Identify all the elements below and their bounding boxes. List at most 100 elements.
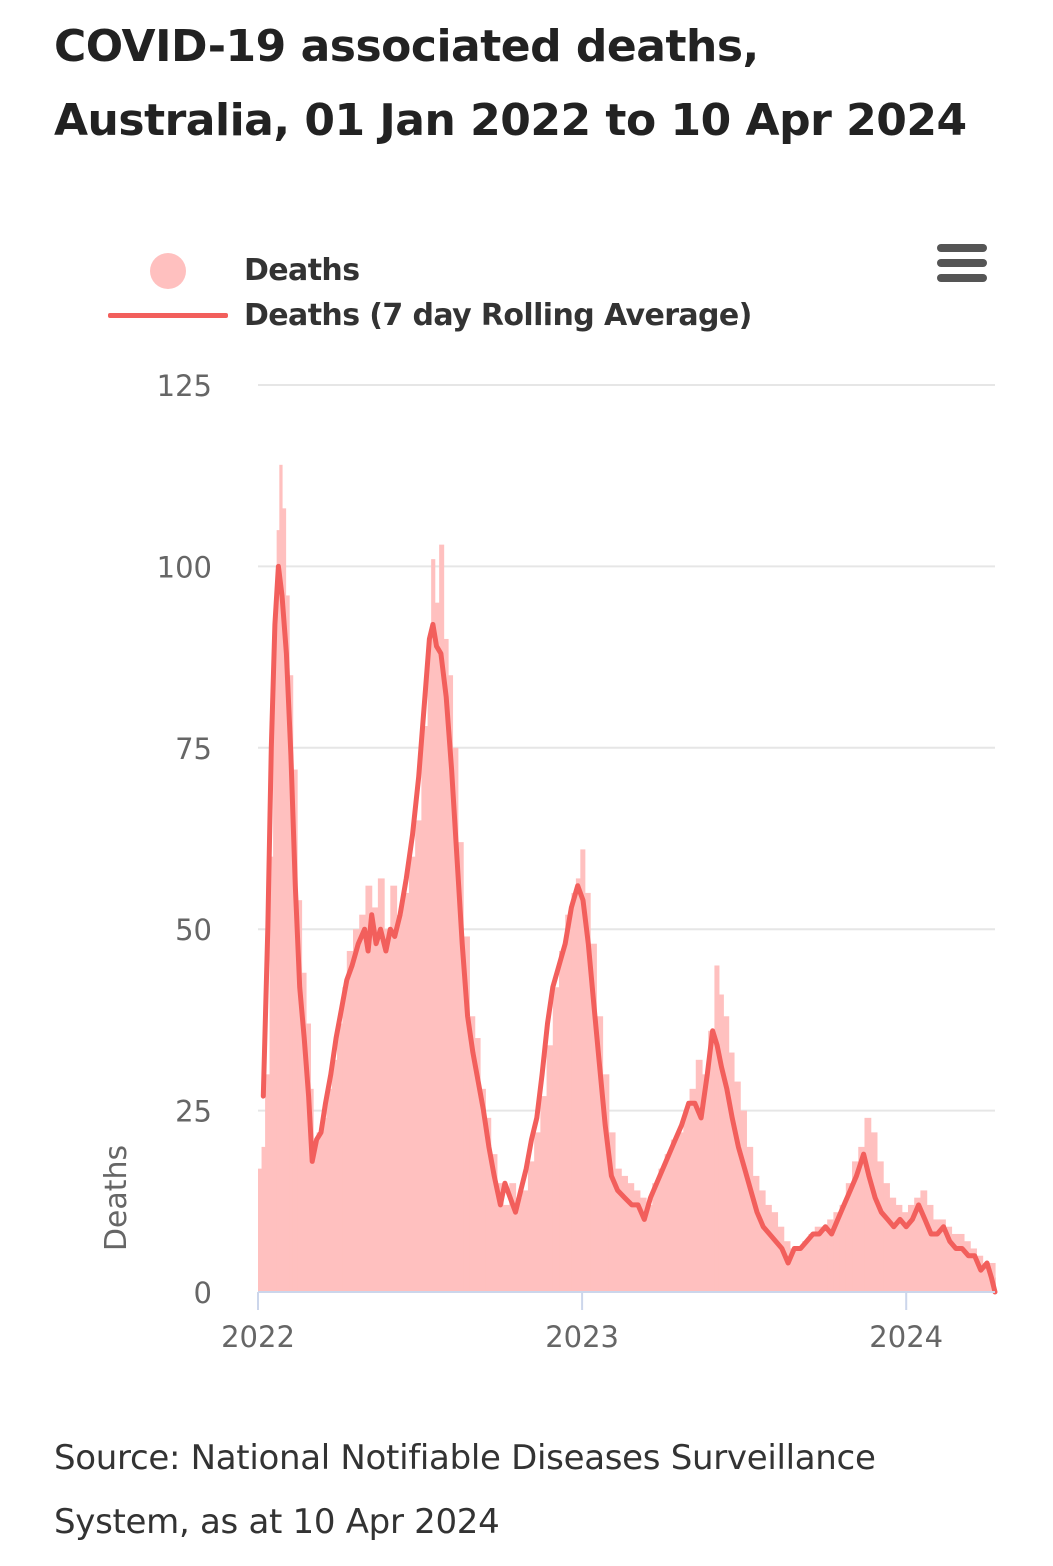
deaths-bar xyxy=(496,1183,504,1292)
deaths-bar xyxy=(571,892,577,1292)
deaths-bar xyxy=(490,1154,498,1292)
deaths-bar xyxy=(289,675,294,1292)
deaths-bar xyxy=(714,965,720,1292)
deaths-bar xyxy=(827,1219,834,1292)
deaths-bar xyxy=(515,1197,523,1292)
deaths-bar xyxy=(740,1110,747,1292)
deaths-bar xyxy=(402,892,410,1292)
deaths-bar xyxy=(901,1212,909,1292)
legend-item-deaths[interactable]: Deaths xyxy=(100,250,360,290)
deaths-bar xyxy=(883,1183,890,1292)
deaths-bar xyxy=(297,900,303,1292)
deaths-bar xyxy=(337,1023,343,1292)
y-tick-label-75: 75 xyxy=(175,732,212,766)
deaths-bar xyxy=(269,856,274,1292)
deaths-bar xyxy=(285,595,290,1292)
deaths-bar xyxy=(833,1212,841,1292)
deaths-bar xyxy=(353,929,360,1292)
deaths-bar xyxy=(371,907,379,1292)
legend-label-rolling-average: Deaths (7 day Rolling Average) xyxy=(244,297,752,333)
deaths-bar xyxy=(951,1233,959,1292)
deaths-bar xyxy=(895,1204,903,1292)
deaths-bar xyxy=(646,1204,653,1292)
deaths-bar xyxy=(321,1117,327,1292)
source-line-1: Source: National Notifiable Diseases Sur… xyxy=(54,1438,876,1478)
y-tick-label-100: 100 xyxy=(157,550,212,584)
x-tick-label-2023: 2023 xyxy=(545,1320,619,1354)
deaths-bar xyxy=(521,1190,529,1292)
deaths-bar xyxy=(758,1190,766,1292)
deaths-bar xyxy=(845,1183,853,1292)
menu-bar-middle xyxy=(937,259,987,267)
deaths-bar xyxy=(963,1241,971,1292)
deaths-bar xyxy=(457,842,464,1292)
deaths-bar xyxy=(864,1117,872,1292)
deaths-bar xyxy=(273,638,278,1292)
deaths-bar xyxy=(677,1132,684,1292)
deaths-bar xyxy=(876,1161,884,1292)
deaths-bar xyxy=(608,1132,616,1292)
deaths-bar xyxy=(463,936,470,1292)
deaths-bar xyxy=(658,1168,666,1292)
deaths-bar xyxy=(723,1016,730,1292)
deaths-bar xyxy=(621,1175,628,1292)
deaths-bar xyxy=(746,1146,754,1292)
deaths-bar xyxy=(627,1183,635,1292)
deaths-bar xyxy=(771,1212,779,1292)
deaths-bar xyxy=(814,1226,822,1292)
deaths-bar xyxy=(384,929,391,1292)
deaths-bar xyxy=(485,1117,492,1292)
deaths-bar xyxy=(575,878,581,1292)
legend-circle-icon xyxy=(150,253,186,289)
deaths-bar xyxy=(439,544,445,1292)
deaths-bar xyxy=(301,972,307,1292)
deaths-bar xyxy=(976,1255,984,1292)
deaths-bar xyxy=(889,1197,897,1292)
x-tick-label-2022: 2022 xyxy=(221,1320,295,1354)
deaths-bar xyxy=(590,943,597,1292)
deaths-bar xyxy=(580,849,586,1292)
deaths-bar xyxy=(448,675,454,1292)
deaths-bar xyxy=(982,1262,990,1292)
deaths-bar xyxy=(342,987,348,1292)
deaths-bar xyxy=(695,1059,703,1292)
deaths-bar xyxy=(596,1016,604,1292)
deaths-bar xyxy=(305,1023,311,1292)
deaths-bar xyxy=(708,1030,716,1292)
menu-bar-top xyxy=(937,244,987,252)
deaths-bar xyxy=(474,1038,481,1292)
deaths-bar xyxy=(633,1190,641,1292)
deaths-bar xyxy=(365,885,373,1292)
hamburger-menu-icon[interactable] xyxy=(934,242,990,286)
deaths-bar xyxy=(752,1175,760,1292)
deaths-bar xyxy=(926,1204,934,1292)
deaths-bar xyxy=(434,602,440,1292)
deaths-bar xyxy=(509,1183,517,1292)
deaths-bar xyxy=(310,1088,314,1292)
deaths-bar xyxy=(552,987,560,1292)
y-axis-title: Deaths xyxy=(99,1145,134,1251)
legend-item-rolling-average[interactable]: Deaths (7 day Rolling Average) xyxy=(100,295,752,335)
deaths-bar xyxy=(839,1204,847,1292)
source-line-2: System, as at 10 Apr 2024 xyxy=(54,1502,500,1542)
y-tick-label-125: 125 xyxy=(157,369,212,403)
deaths-bar xyxy=(540,1096,548,1292)
deaths-chart: 0 25 50 75 100 125 2022 2023 2024 Deaths xyxy=(99,369,998,1354)
rolling-average-line xyxy=(260,563,998,1295)
deaths-bar xyxy=(820,1226,828,1292)
deaths-bar xyxy=(683,1110,691,1292)
menu-bar-bottom xyxy=(937,274,987,282)
deaths-bar xyxy=(534,1132,541,1292)
deaths-bar xyxy=(907,1204,915,1292)
deaths-bar xyxy=(689,1088,697,1292)
y-axis-tick-labels: 0 25 50 75 100 125 xyxy=(157,369,212,1310)
deaths-bar xyxy=(614,1168,622,1292)
deaths-bar xyxy=(870,1132,878,1292)
chart-legend: Deaths Deaths (7 day Rolling Average) xyxy=(100,244,800,344)
deaths-bar xyxy=(527,1161,535,1292)
deaths-bar xyxy=(316,1132,322,1292)
deaths-bar xyxy=(265,1074,271,1292)
deaths-bar xyxy=(652,1183,660,1292)
rolling-average-series xyxy=(260,563,998,1295)
deaths-bar xyxy=(359,914,367,1292)
